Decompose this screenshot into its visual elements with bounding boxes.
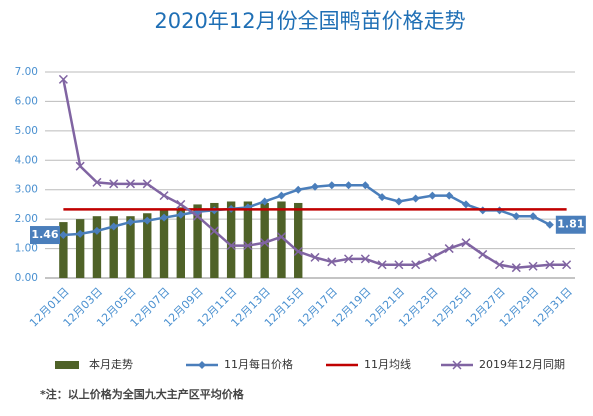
marker — [226, 241, 236, 251]
marker — [444, 244, 454, 254]
marker — [411, 260, 421, 270]
marker — [76, 229, 85, 238]
bar — [243, 201, 253, 278]
bar — [109, 216, 118, 278]
marker — [160, 213, 169, 222]
bar — [126, 216, 135, 278]
legend-label: 本月走势 — [89, 357, 133, 371]
marker — [378, 193, 387, 202]
y-tick-label: 4.00 — [15, 154, 38, 166]
marker — [59, 231, 68, 240]
bar — [210, 202, 219, 278]
marker — [293, 246, 303, 257]
marker — [310, 252, 320, 262]
marker — [394, 197, 403, 206]
y-tick-label: 6.00 — [15, 95, 38, 107]
marker — [58, 74, 68, 84]
line — [62, 79, 567, 269]
marker — [452, 360, 462, 370]
bar — [226, 201, 236, 278]
marker — [125, 179, 136, 189]
marker — [528, 261, 538, 271]
marker — [461, 200, 470, 209]
marker — [511, 263, 521, 273]
marker — [159, 191, 169, 201]
marker — [562, 260, 572, 270]
marker — [529, 212, 538, 221]
marker — [344, 254, 354, 264]
legend-label: 11月每日价格 — [224, 357, 293, 371]
y-tick-label: 3.00 — [15, 184, 38, 196]
marker — [142, 179, 152, 189]
data-label: 1.81 — [557, 218, 584, 231]
marker — [411, 194, 420, 203]
bar — [75, 219, 85, 278]
marker — [193, 211, 203, 221]
bar — [143, 213, 152, 278]
marker — [461, 238, 471, 248]
marker — [545, 220, 554, 229]
marker — [360, 254, 370, 264]
y-tick-label: 0.00 — [15, 272, 38, 284]
bar — [159, 210, 169, 278]
data-label: 1.46 — [31, 228, 58, 241]
marker — [109, 179, 119, 189]
marker — [176, 199, 186, 209]
legend-swatch — [55, 361, 79, 369]
bar — [176, 207, 185, 278]
marker — [143, 216, 152, 225]
y-tick-label: 2.00 — [15, 213, 38, 225]
y-tick-label: 7.00 — [15, 66, 38, 78]
marker — [445, 191, 454, 200]
marker — [344, 181, 353, 190]
legend-label: 2019年12月同期 — [479, 357, 565, 371]
marker — [311, 182, 319, 191]
marker — [327, 257, 337, 267]
marker — [478, 249, 488, 259]
data-label-box — [555, 215, 586, 234]
annotation: *注：以上价格为全国九大主产区平均价格 — [40, 387, 245, 401]
y-tick-label: 1.00 — [15, 243, 38, 255]
bar — [277, 201, 286, 278]
marker — [198, 361, 206, 369]
bar — [260, 202, 269, 278]
bar — [294, 202, 303, 278]
marker — [260, 197, 269, 206]
marker — [209, 226, 219, 236]
data-label-box — [30, 226, 60, 245]
marker — [512, 212, 521, 221]
marker — [92, 177, 102, 187]
marker — [277, 191, 286, 200]
legend-label: 11月均线 — [364, 357, 411, 371]
bar — [59, 222, 68, 278]
marker — [545, 260, 555, 270]
bar — [92, 216, 102, 278]
marker — [428, 191, 437, 200]
marker — [276, 232, 286, 242]
marker — [109, 222, 118, 231]
marker — [377, 260, 387, 270]
marker — [294, 185, 303, 194]
bar — [193, 204, 202, 278]
chart-title: 2020年12月份全国鸭苗价格走势 — [154, 9, 465, 33]
marker — [427, 252, 437, 262]
marker — [260, 238, 270, 248]
marker — [75, 161, 85, 171]
marker — [327, 181, 336, 190]
marker — [243, 241, 253, 251]
marker — [126, 218, 135, 227]
marker — [92, 226, 101, 235]
marker — [176, 210, 185, 219]
y-tick-label: 5.00 — [15, 125, 38, 137]
marker — [361, 181, 370, 190]
marker — [394, 260, 404, 270]
marker — [494, 260, 505, 270]
